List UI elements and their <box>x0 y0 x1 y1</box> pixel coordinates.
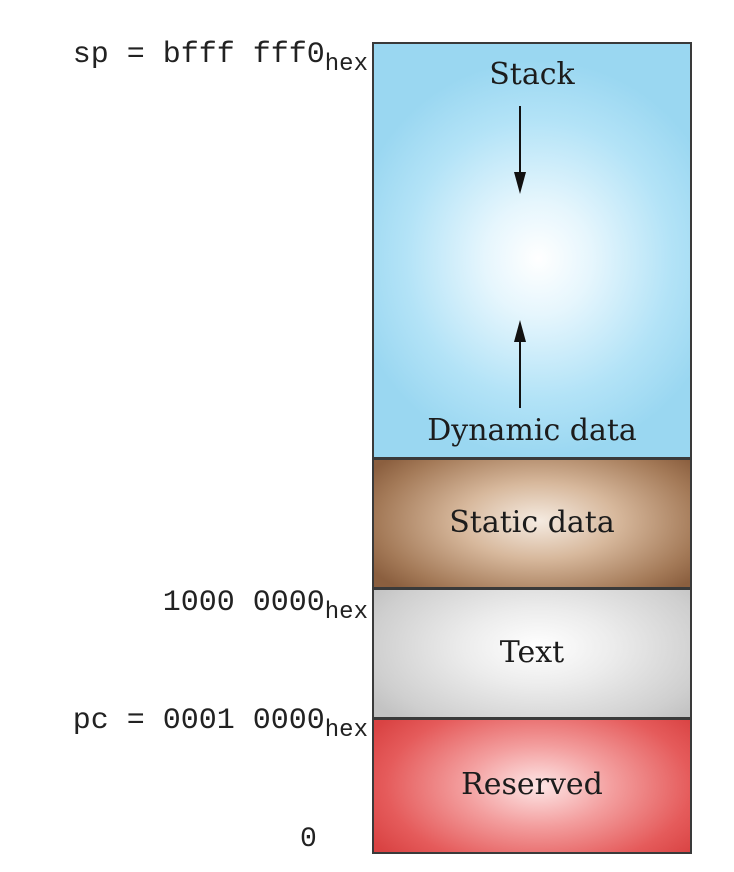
stack-pointer-address-value: sp = bfff fff0 <box>72 38 325 72</box>
program-counter-address: pc = 0001 0000hex <box>72 704 368 743</box>
static-data-segment: Static data <box>374 460 690 590</box>
stack-pointer-address: sp = bfff fff0hex <box>72 38 368 77</box>
zero-address: 0 <box>300 824 317 855</box>
hex-subscript: hex <box>324 599 368 626</box>
reserved-segment: Reserved <box>374 720 690 852</box>
growth-arrows <box>514 106 526 408</box>
text-segment: Text <box>374 590 690 720</box>
hex-subscript: hex <box>324 717 368 744</box>
stack-segment: Stack Dynamic data <box>374 44 690 460</box>
heap-growth-arrow-icon <box>514 320 526 408</box>
static-data-base-address: 1000 0000hex <box>162 586 368 625</box>
static-data-label: Static data <box>449 505 615 540</box>
hex-subscript: hex <box>324 51 368 78</box>
stack-label: Stack <box>489 57 575 92</box>
program-counter-address-value: pc = 0001 0000 <box>72 704 325 738</box>
reserved-label: Reserved <box>461 767 603 802</box>
memory-layout: Stack Dynamic data Static data Text Rese… <box>372 42 692 854</box>
static-data-base-address-value: 1000 0000 <box>162 586 325 620</box>
dynamic-data-label: Dynamic data <box>427 413 637 448</box>
stack-growth-arrow-icon <box>514 106 526 194</box>
text-label: Text <box>499 635 565 670</box>
